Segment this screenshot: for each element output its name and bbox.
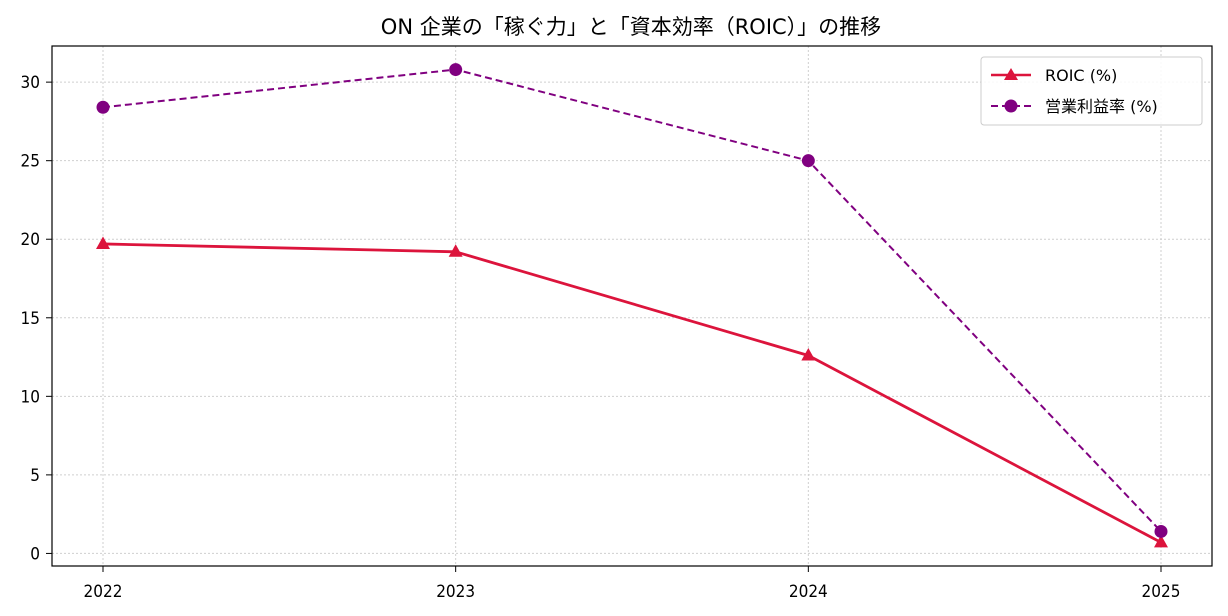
y-tick-label: 10 bbox=[21, 387, 40, 407]
data-point-roic bbox=[96, 236, 110, 249]
legend-marker-operating-margin bbox=[1004, 99, 1018, 113]
data-point-roic bbox=[448, 244, 463, 257]
x-tick-label: 2023 bbox=[436, 582, 475, 602]
x-tick-label: 2022 bbox=[84, 582, 123, 602]
data-point-operating-margin bbox=[96, 100, 110, 114]
y-tick-label: 20 bbox=[21, 230, 40, 250]
data-point-roic bbox=[801, 347, 816, 361]
grid-layer bbox=[52, 46, 1212, 566]
x-tick-label: 2024 bbox=[789, 582, 828, 602]
plot-frame bbox=[51, 45, 1213, 567]
y-tick-label: 15 bbox=[21, 309, 40, 329]
legend-marker-roic bbox=[1004, 68, 1018, 80]
chart-title: ON 企業の「稼ぐ力」と「資本効率（ROIC）」の推移 bbox=[381, 15, 881, 39]
y-tick-label: 30 bbox=[21, 73, 40, 93]
series-layer bbox=[96, 63, 1168, 548]
data-point-operating-margin bbox=[449, 63, 463, 77]
y-tick-label: 25 bbox=[21, 152, 40, 172]
data-point-roic bbox=[1154, 534, 1168, 548]
legend: ROIC (%) 営業利益率 (%) bbox=[980, 56, 1203, 126]
legend-box bbox=[980, 56, 1203, 126]
legend-label-operating-margin: 営業利益率 (%) bbox=[1045, 97, 1158, 116]
y-tick-label: 0 bbox=[30, 544, 40, 564]
data-point-operating-margin bbox=[1154, 524, 1168, 538]
series-line-roic bbox=[102, 242, 1162, 544]
series-line-operating-margin bbox=[102, 68, 1162, 533]
x-tick-label: 2025 bbox=[1142, 582, 1181, 602]
legend-label-roic: ROIC (%) bbox=[1045, 66, 1117, 85]
y-tick-label: 5 bbox=[30, 466, 40, 486]
data-point-operating-margin bbox=[801, 154, 815, 168]
